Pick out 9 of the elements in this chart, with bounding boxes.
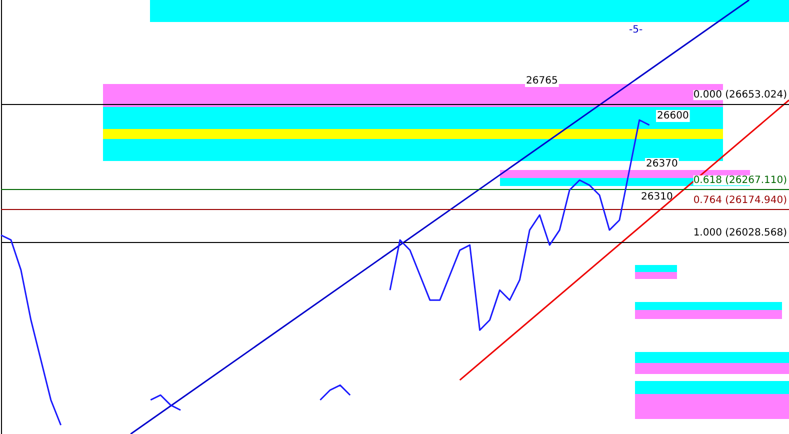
annotation: -5-	[629, 24, 643, 36]
ref-line-label: 0.000 (26653.024)	[693, 90, 788, 101]
annotation: 26370	[646, 158, 678, 170]
ref-line-label: 0.618 (26267.110)	[693, 174, 788, 186]
annotation: 26600	[657, 110, 689, 122]
annotation: 26765	[526, 76, 558, 86]
ref-line-label: 0.764 (26174.940)	[693, 195, 788, 206]
annotation: 26310	[641, 192, 673, 202]
ref-line-label: 1.000 (26028.568)	[693, 228, 788, 239]
